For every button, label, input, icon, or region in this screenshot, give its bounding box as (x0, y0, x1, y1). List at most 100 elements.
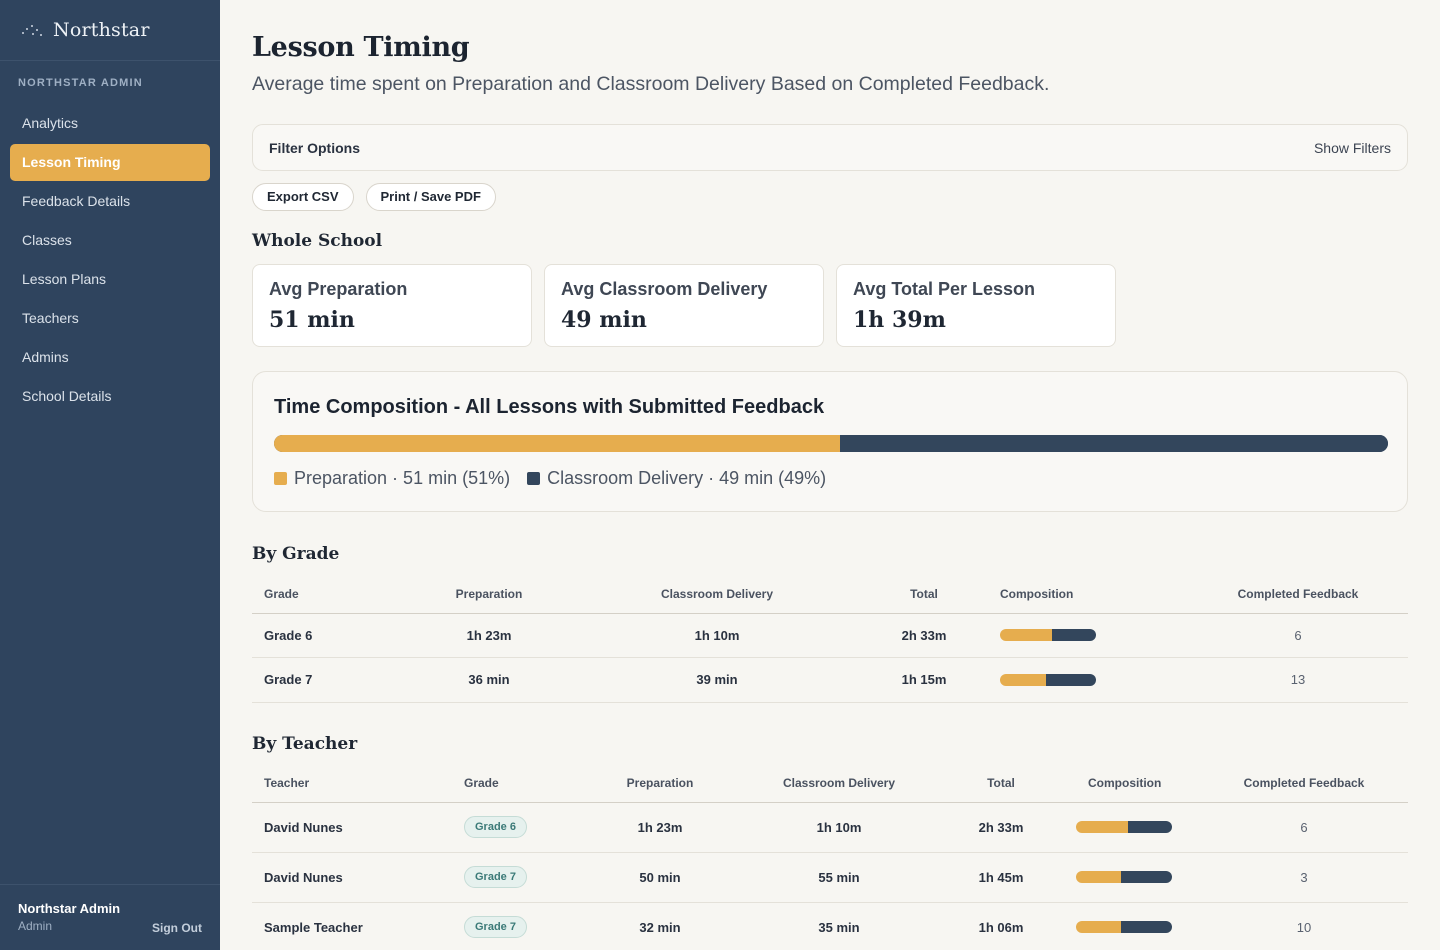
column-header[interactable]: Classroom Delivery (552, 576, 882, 614)
by-teacher-table: Teacher Grade Preparation Classroom Deli… (252, 765, 1408, 950)
stat-label: Avg Total Per Lesson (853, 279, 1036, 299)
teacher-cell[interactable]: Sample Teacher (252, 902, 452, 950)
composition-mini-bar (1000, 673, 1096, 686)
brand-logo-icon (20, 22, 46, 38)
preparation-segment (274, 435, 840, 452)
stat-value: 51 min (269, 307, 355, 333)
feedback-count-cell: 10 (1200, 902, 1408, 950)
table-row: Grade 7 36 min 39 min 1h 15m 13 (252, 657, 1408, 703)
teacher-cell[interactable]: David Nunes (252, 852, 452, 903)
column-header[interactable]: Preparation (568, 765, 752, 803)
sidebar-item-school-details[interactable]: School Details (22, 388, 112, 404)
sidebar-nav: Analytics Lesson Timing Feedback Details… (0, 105, 220, 415)
composition-cell (1076, 852, 1200, 903)
column-header[interactable]: Total (926, 765, 1076, 803)
delivery-cell: 1h 10m (752, 802, 926, 853)
brand[interactable]: Northstar (0, 0, 220, 61)
sidebar-item-lesson-timing[interactable]: Lesson Timing (10, 144, 210, 181)
filter-options-panel[interactable]: Filter Options Show Filters (252, 124, 1408, 171)
table-row: Sample Teacher Grade 7 32 min 35 min 1h … (252, 902, 1408, 950)
preparation-swatch-icon (274, 472, 287, 485)
export-csv-button[interactable]: Export CSV (252, 183, 354, 211)
total-cell: 2h 33m (882, 613, 966, 658)
composition-mini-bar (1000, 629, 1096, 641)
show-filters-toggle[interactable]: Show Filters (1313, 140, 1391, 156)
composition-mini-bar (1076, 921, 1172, 933)
sidebar-item-admins[interactable]: Admins (22, 349, 69, 365)
sidebar-item-feedback-details[interactable]: Feedback Details (22, 193, 131, 209)
table-row: David Nunes Grade 6 1h 23m 1h 10m 2h 33m… (252, 802, 1408, 853)
column-header[interactable]: Preparation (426, 576, 552, 614)
total-cell: 1h 45m (926, 852, 1076, 903)
sidebar: Northstar NORTHSTAR ADMIN Analytics Less… (0, 0, 220, 950)
feedback-count-cell: 3 (1200, 852, 1408, 903)
preparation-cell: 32 min (568, 902, 752, 950)
grade-badge: Grade 7 (464, 916, 527, 938)
sidebar-item-teachers[interactable]: Teachers (22, 310, 79, 326)
legend-item-delivery: Classroom Delivery · 49 min (49%) (527, 468, 826, 489)
table-header-row: Teacher Grade Preparation Classroom Deli… (252, 765, 1408, 803)
legend-item-preparation: Preparation · 51 min (51%) (274, 468, 510, 489)
stat-label: Avg Preparation (269, 279, 408, 299)
by-teacher-heading: By Teacher (252, 734, 358, 754)
feedback-count-cell: 6 (1188, 613, 1408, 658)
sidebar-item-analytics[interactable]: Analytics (22, 115, 79, 131)
grade-cell: Grade 7 (252, 657, 426, 703)
table-row: David Nunes Grade 7 50 min 55 min 1h 45m… (252, 852, 1408, 903)
column-header[interactable]: Classroom Delivery (752, 765, 926, 803)
total-cell: 2h 33m (926, 802, 1076, 853)
time-composition-bar (274, 435, 1388, 452)
time-composition-panel: Time Composition - All Lessons with Subm… (252, 371, 1408, 512)
delivery-cell: 55 min (752, 852, 926, 903)
delivery-segment (839, 435, 1388, 452)
user-name: Northstar Admin (18, 901, 121, 916)
grade-badge: Grade 7 (464, 866, 527, 888)
column-header[interactable]: Total (882, 576, 966, 614)
sign-out-link[interactable]: Sign Out (152, 921, 202, 935)
composition-cell (966, 613, 1188, 658)
composition-mini-bar (1076, 871, 1172, 883)
preparation-cell: 1h 23m (568, 802, 752, 853)
sidebar-item-classes[interactable]: Classes (22, 232, 72, 248)
whole-school-heading: Whole School (252, 231, 383, 251)
column-header[interactable]: Grade (252, 576, 426, 614)
stat-value: 49 min (561, 307, 647, 333)
composition-cell (966, 657, 1188, 703)
column-header[interactable]: Grade (452, 765, 568, 803)
user-role: Admin (18, 919, 53, 933)
brand-name: Northstar (53, 19, 150, 41)
legend-preparation-label: Preparation · 51 min (51%) (294, 468, 511, 488)
grade-cell: Grade 7 (452, 852, 568, 903)
column-header[interactable]: Composition (1076, 765, 1200, 803)
print-pdf-button[interactable]: Print / Save PDF (365, 183, 496, 211)
total-cell: 1h 06m (926, 902, 1076, 950)
stat-value: 1h 39m (853, 307, 946, 333)
sidebar-footer: Northstar Admin Admin Sign Out (0, 884, 220, 950)
grade-badge: Grade 6 (464, 816, 527, 838)
column-header[interactable]: Teacher (252, 765, 452, 803)
delivery-cell: 35 min (752, 902, 926, 950)
delivery-cell: 39 min (552, 657, 882, 703)
stat-card-avg-classroom-delivery: Avg Classroom Delivery 49 min (544, 264, 824, 347)
column-header[interactable]: Completed Feedback (1200, 765, 1408, 803)
grade-cell: Grade 6 (252, 613, 426, 658)
page-subtitle: Average time spent on Preparation and Cl… (252, 73, 1050, 95)
preparation-cell: 36 min (426, 657, 552, 703)
page-title: Lesson Timing (252, 32, 470, 63)
sidebar-item-lesson-plans[interactable]: Lesson Plans (22, 271, 107, 287)
by-grade-table: Grade Preparation Classroom Delivery Tot… (252, 576, 1408, 703)
column-header[interactable]: Composition (966, 576, 1188, 614)
by-grade-heading: By Grade (252, 544, 340, 564)
stat-card-avg-preparation: Avg Preparation 51 min (252, 264, 532, 347)
feedback-count-cell: 13 (1188, 657, 1408, 703)
filter-options-title: Filter Options (269, 140, 360, 156)
stat-label: Avg Classroom Delivery (561, 279, 768, 299)
column-header[interactable]: Completed Feedback (1188, 576, 1408, 614)
grade-cell: Grade 7 (452, 902, 568, 950)
preparation-cell: 1h 23m (426, 613, 552, 658)
export-actions: Export CSV Print / Save PDF (252, 183, 496, 211)
table-header-row: Grade Preparation Classroom Delivery Tot… (252, 576, 1408, 614)
preparation-cell: 50 min (568, 852, 752, 903)
teacher-cell[interactable]: David Nunes (252, 802, 452, 853)
time-composition-title: Time Composition - All Lessons with Subm… (274, 396, 825, 418)
